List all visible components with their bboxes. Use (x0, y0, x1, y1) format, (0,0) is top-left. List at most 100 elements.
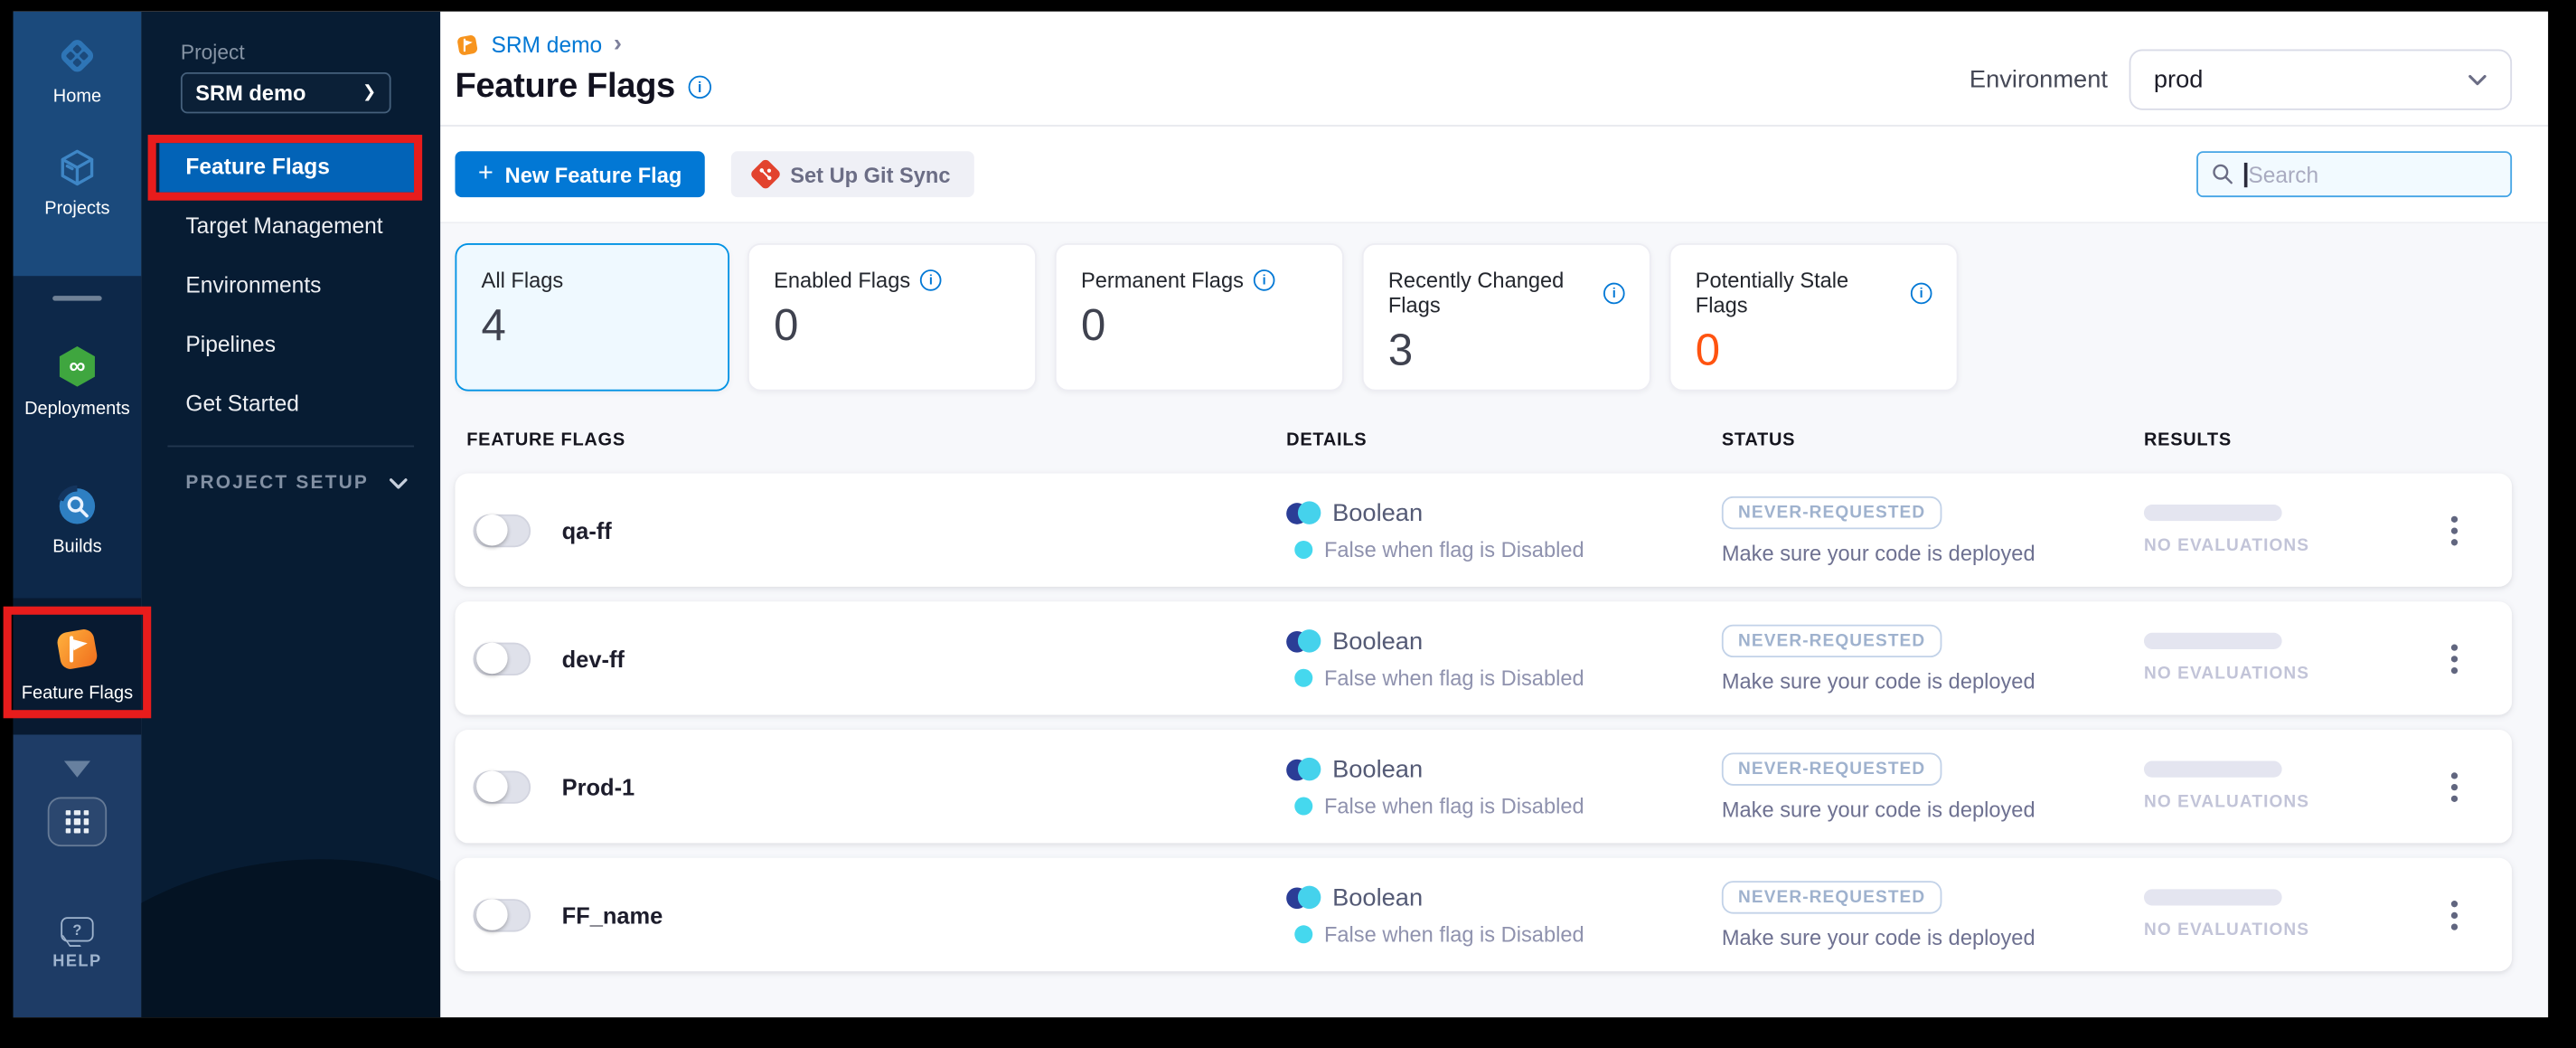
chevron-down-icon (389, 477, 408, 488)
search-box[interactable] (2196, 151, 2513, 198)
nav-item-get-started[interactable]: Get Started (185, 391, 299, 416)
row-menu-button[interactable] (2397, 515, 2512, 545)
stat-value: 4 (481, 300, 506, 351)
project-setup-toggle[interactable]: PROJECT SETUP (185, 473, 408, 493)
row-menu-button[interactable] (2397, 900, 2512, 930)
sidebar-item-label: Projects (44, 198, 110, 219)
all-modules-button[interactable] (47, 797, 108, 847)
flag-toggle[interactable] (473, 898, 531, 931)
info-icon[interactable]: i (920, 269, 942, 291)
table-row[interactable]: Prod-1 Boolean False when flag is Disabl… (455, 730, 2513, 844)
sidebar-item-builds[interactable]: Builds (52, 485, 102, 557)
setup-git-sync-button[interactable]: Set Up Git Sync (730, 151, 973, 198)
project-nav: Project SRM demo ❯ Feature Flags Target … (141, 11, 441, 1018)
status-badge: NEVER-REQUESTED (1721, 496, 1942, 529)
flag-name: FF_name (561, 901, 663, 929)
project-nav-items: Feature Flags Target Management Environm… (141, 143, 440, 429)
status-note: Make sure your code is deployed (1721, 540, 2035, 565)
row-menu-button[interactable] (2397, 771, 2512, 802)
flag-name: dev-ff (561, 645, 625, 672)
column-header-details: DETAILS (1286, 430, 1368, 451)
column-header-status: STATUS (1721, 430, 1796, 451)
evaluations-bar (2143, 889, 2282, 906)
flag-toggle[interactable] (473, 641, 531, 675)
flag-toggle[interactable] (473, 769, 531, 803)
evaluations-bar (2143, 760, 2282, 778)
stat-card-permanent-flags[interactable]: Permanent Flags i 0 (1054, 243, 1344, 392)
sidebar-item-label: Feature Flags (21, 684, 134, 703)
collapse-modules-chevron-icon[interactable] (63, 760, 90, 778)
info-icon[interactable]: i (1253, 269, 1275, 291)
sidebar-item-home[interactable]: Home (53, 34, 101, 107)
table-row[interactable]: qa-ff Boolean False when flag is Disable… (455, 473, 2513, 587)
title-info-icon[interactable]: i (688, 74, 711, 99)
boolean-type-icon (1286, 757, 1321, 781)
info-icon[interactable]: i (1603, 281, 1625, 304)
table-row[interactable]: dev-ff Boolean False when flag is Disabl… (455, 601, 2513, 715)
flag-name: Prod-1 (561, 773, 635, 800)
stat-label: Permanent Flags (1080, 268, 1244, 293)
question-glyph: ? (72, 921, 82, 938)
search-icon (2213, 164, 2233, 184)
table-row[interactable]: FF_name Boolean False when flag is Disab… (455, 857, 2513, 972)
plus-icon: + (477, 158, 494, 187)
help-button[interactable]: ? HELP (52, 917, 101, 971)
page-title: Feature Flags (455, 66, 675, 105)
stat-card-all-flags[interactable]: All Flags 4 (455, 243, 730, 392)
project-selector[interactable]: SRM demo ❯ (180, 71, 391, 114)
boolean-type-icon (1286, 501, 1321, 524)
stat-label: Potentially Stale Flags (1695, 268, 1849, 317)
status-note: Make sure your code is deployed (1721, 796, 2035, 821)
flag-toggle[interactable] (473, 514, 531, 547)
flag-type: Boolean (1332, 498, 1424, 527)
row-menu-button[interactable] (2397, 643, 2512, 674)
git-icon (748, 157, 782, 191)
breadcrumb-project-link[interactable]: SRM demo (491, 32, 603, 57)
sidebar-item-projects[interactable]: Projects (44, 146, 110, 219)
nav-item-feature-flags[interactable]: Feature Flags (159, 143, 415, 193)
nav-item-target-management[interactable]: Target Management (185, 213, 383, 239)
stat-value: 0 (1695, 325, 1721, 375)
module-nav: Home Projects ∞ (13, 11, 142, 1018)
status-note: Make sure your code is deployed (1721, 667, 2035, 694)
sidebar-item-feature-flags[interactable]: Feature Flags (22, 625, 133, 703)
environment-value: prod (2153, 65, 2204, 94)
environment-select[interactable]: prod (2129, 49, 2513, 110)
flag-behavior: False when flag is Disabled (1323, 921, 1584, 947)
decorative-wave (141, 833, 441, 1018)
new-feature-flag-label: New Feature Flag (504, 162, 682, 187)
toolbar: + New Feature Flag Set Up Git Sync (440, 126, 2549, 224)
module-nav-active-section: Feature Flags (13, 598, 142, 735)
project-name: SRM demo (195, 80, 306, 106)
new-feature-flag-button[interactable]: + New Feature Flag (455, 151, 705, 198)
flag-type: Boolean (1332, 627, 1424, 656)
module-nav-bottom-section: ? HELP (13, 734, 142, 1018)
stat-card-recently-changed-flags[interactable]: Recently Changed Flags i 3 (1361, 243, 1651, 392)
page-header: SRM demo › Feature Flags i Environment p… (440, 12, 2549, 127)
table-header: FEATURE FLAGS DETAILS STATUS RESULTS (455, 414, 2512, 467)
evaluations-note: NO EVALUATIONS (2143, 664, 2310, 685)
stat-card-potentially-stale-flags[interactable]: Potentially Stale Flags i 0 (1669, 243, 1959, 392)
flag-name: qa-ff (561, 516, 612, 543)
breadcrumb: SRM demo › (455, 28, 2512, 61)
main-content: SRM demo › Feature Flags i Environment p… (440, 11, 2549, 1018)
sidebar-item-deployments[interactable]: ∞ Deployments (24, 344, 130, 419)
sidebar-item-label: Home (52, 87, 102, 108)
info-icon[interactable]: i (1910, 281, 1932, 304)
evaluations-note: NO EVALUATIONS (2143, 535, 2310, 556)
app-window: Home Projects ∞ (13, 11, 2549, 1018)
search-input[interactable] (2248, 162, 2497, 187)
chevron-down-icon (2468, 74, 2487, 85)
environment-label: Environment (1969, 65, 2108, 94)
stat-label: Recently Changed Flags (1387, 268, 1565, 317)
boolean-type-icon (1286, 629, 1321, 653)
toggle-knob (475, 514, 507, 546)
nav-item-pipelines[interactable]: Pipelines (185, 332, 276, 357)
flag-behavior: False when flag is Disabled (1323, 665, 1584, 690)
stat-card-enabled-flags[interactable]: Enabled Flags i 0 (747, 243, 1037, 392)
breadcrumb-chevron-icon: › (613, 28, 623, 57)
variation-dot-icon (1294, 796, 1313, 815)
module-nav-account-section: Home Projects (13, 11, 142, 277)
nav-item-environments[interactable]: Environments (185, 272, 322, 297)
